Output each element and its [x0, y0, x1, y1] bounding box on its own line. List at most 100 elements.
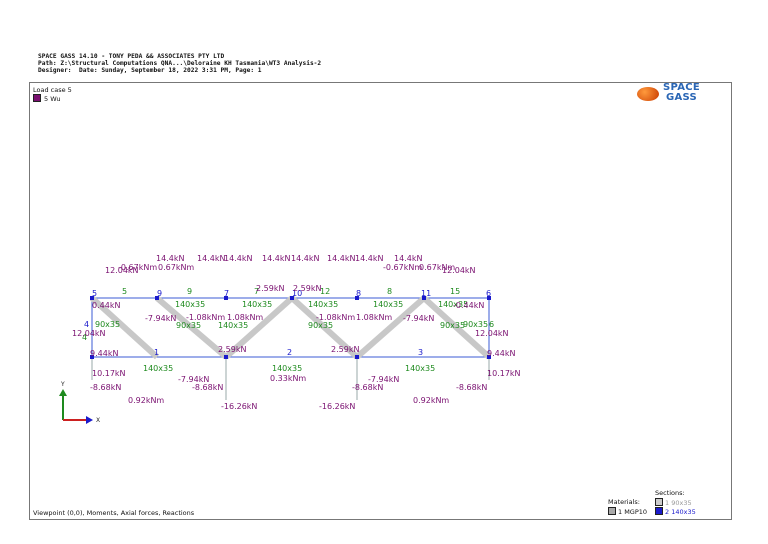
force-label: -7.94kN	[145, 314, 176, 323]
load-case-title: Load case 5	[33, 86, 72, 94]
force-label: 0.44kN	[92, 301, 120, 310]
diagonal-braces	[89, 295, 492, 360]
node-label: 9	[157, 289, 162, 298]
force-label: -16.26kN	[319, 402, 355, 411]
member-number: 6	[489, 320, 494, 329]
force-label: 14.4kN	[327, 254, 355, 263]
section-label: 140x35	[175, 300, 205, 309]
member-number: 12	[320, 287, 330, 296]
space-gass-logo: SPACE GASS	[637, 83, 727, 105]
logo-line-1: SPACE	[663, 82, 701, 93]
force-label: -0.44kN	[453, 301, 484, 310]
materials-title: Materials:	[608, 498, 640, 506]
force-label: -0.67kNm	[118, 263, 157, 272]
node-markers	[90, 296, 491, 359]
force-label: 0.67kNm	[158, 263, 194, 272]
node-label: 1	[154, 348, 159, 357]
force-labels: 14.4kN 14.4kN 14.4kN 14.4kN 14.4kN 14.4k…	[72, 254, 521, 411]
section-label: 140x35	[272, 364, 302, 373]
axes-icon: Y X	[59, 381, 100, 424]
force-label: 10.17kN	[92, 369, 126, 378]
axis-y-label: Y	[60, 381, 65, 388]
force-label: 14.4kN	[262, 254, 290, 263]
force-label: -16.26kN	[221, 402, 257, 411]
material-swatch-icon	[608, 506, 616, 515]
force-label: -7.94kN	[403, 314, 434, 323]
force-label: 0.92kNm	[413, 396, 449, 405]
node-label: 11	[421, 289, 431, 298]
force-label: 14.4kN	[355, 254, 383, 263]
force-label: -8.68kN	[352, 383, 383, 392]
force-label: 1.08kNm	[227, 313, 263, 322]
logo-ball-icon	[637, 87, 659, 101]
section-label: 140x35	[405, 364, 435, 373]
section-label: 140x35	[143, 364, 173, 373]
report-header: SPACE GASS 14.10 - TONY PEDA && ASSOCIAT…	[38, 53, 321, 75]
section-item-1: 1 90x35	[655, 497, 696, 508]
section-swatch-icon	[655, 507, 663, 515]
force-label: 14.4kN	[197, 254, 225, 263]
force-label: 14.4kN	[394, 254, 422, 263]
force-label: -7.94kN	[368, 375, 399, 384]
member-number: 9	[187, 287, 192, 296]
force-label: 12.04kN	[72, 329, 106, 338]
member-numbers: 5 9 7 12 8 15 6 4	[82, 287, 494, 342]
load-case-swatch-icon	[33, 94, 41, 102]
section-label: 90x35	[463, 320, 488, 329]
force-label: 14.4kN	[291, 254, 319, 263]
force-label: 12.04kN	[475, 329, 509, 338]
force-label: -8.68kN	[456, 383, 487, 392]
force-label: -7.94kN	[178, 375, 209, 384]
force-label: 0.67kNm	[419, 263, 455, 272]
node-label: 5	[92, 289, 97, 298]
header-line-2: Path: Z:\Structural Computations QNA...\…	[38, 60, 322, 68]
header-line-1: SPACE GASS 14.10 - TONY PEDA && ASSOCIAT…	[38, 53, 225, 60]
force-label: 12.04kN	[442, 266, 476, 275]
section-swatch-icon	[655, 497, 663, 506]
force-label: 2.59kN	[218, 345, 246, 354]
section-label: 90x35	[440, 321, 465, 330]
section-label: 140x35	[438, 300, 468, 309]
force-label: 1.08kNm	[356, 313, 392, 322]
node-label: 2	[287, 348, 292, 357]
force-label: 9.44kN	[487, 349, 515, 358]
force-label: 2.59kN	[331, 345, 359, 354]
load-case-item: 5 Wu	[33, 94, 72, 103]
member-number: 5	[122, 287, 127, 296]
force-label: 2.59kN	[256, 284, 284, 293]
sections-title: Sections:	[655, 489, 685, 497]
section-1-label: 1 90x35	[665, 498, 692, 507]
logo-line-2: GASS	[665, 91, 698, 103]
load-case-item-label: 5 Wu	[44, 95, 61, 103]
member-number: 8	[387, 287, 392, 296]
section-2-label: 2 140x35	[665, 508, 696, 516]
force-label: 0.33kNm	[270, 374, 306, 383]
node-label: 8	[356, 289, 361, 298]
force-label: -8.68kN	[192, 383, 223, 392]
section-label: 90x35	[95, 320, 120, 329]
force-label: 2.59kN	[293, 284, 321, 293]
member-number: 15	[450, 287, 460, 296]
section-labels: 140x35 140x35 140x35 140x35 140x35 90x35…	[95, 300, 488, 373]
node-label: 7	[224, 289, 229, 298]
section-label: 140x35	[218, 321, 248, 330]
viewpoint-status: Viewpoint (0,0), Moments, Axial forces, …	[33, 509, 195, 517]
section-item-2: 2 140x35	[655, 507, 696, 517]
section-label: 140x35	[308, 300, 338, 309]
force-label: 12.04kN	[105, 266, 139, 275]
node-label: 4	[84, 320, 89, 329]
materials-legend: Materials: 1 MGP10	[608, 498, 647, 516]
force-label: -8.68kN	[90, 383, 121, 392]
header-line-3: Designer: Date: Sunday, September 18, 20…	[38, 67, 262, 75]
section-label: 140x35	[373, 300, 403, 309]
member-number: 7	[254, 287, 259, 296]
axis-x-label: X	[96, 417, 100, 424]
node-labels: 5 9 7 10 8 11 6 4 1 2 3	[84, 289, 491, 357]
force-label: -0.67kNm	[383, 263, 422, 272]
force-label: 9.44kN	[90, 349, 118, 358]
force-label: -1.08kNm	[186, 313, 225, 322]
node-label: 6	[486, 289, 491, 298]
logo-text: SPACE GASS	[663, 83, 700, 102]
sections-legend: Sections: 1 90x35 2 140x35	[655, 489, 696, 517]
